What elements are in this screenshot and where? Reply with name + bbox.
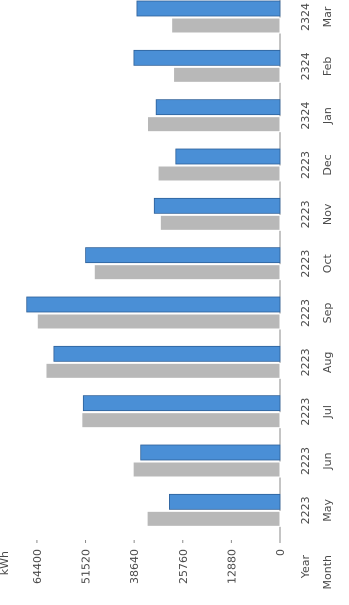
month-label: May — [321, 498, 334, 521]
bar-previous — [36, 313, 281, 330]
month-label: Feb — [321, 57, 334, 76]
year-label: 2223 — [299, 447, 312, 475]
bar-previous — [157, 165, 281, 182]
bar-current — [136, 0, 281, 17]
bar-current — [53, 345, 281, 362]
bar-previous — [93, 264, 281, 281]
bar-previous — [159, 214, 281, 231]
bar-current — [82, 395, 281, 412]
bar-previous — [132, 461, 281, 478]
bar-previous — [45, 362, 281, 379]
bar-current — [26, 296, 281, 313]
bar-previous — [147, 116, 281, 133]
month-label: Nov — [321, 203, 334, 225]
month-label: Jul — [321, 405, 334, 419]
month-label: Mar — [321, 6, 334, 27]
year-label: 2223 — [299, 496, 312, 524]
year-label: 2223 — [299, 398, 312, 426]
bar-current — [85, 247, 281, 264]
month-label: Aug — [321, 352, 334, 373]
tick-label: 25760 — [177, 549, 190, 584]
bar-current — [140, 444, 281, 461]
tick-label: 64400 — [31, 549, 44, 584]
year-label: 2324 — [299, 52, 312, 80]
category-labels: 2223 May 2223 Jun 2223 Jul 2223 Aug 2223 Sep 2223 O… — [299, 3, 334, 524]
year-label: 2324 — [299, 102, 312, 130]
unit-label: kWh — [0, 551, 11, 575]
tick-label: 0 — [274, 549, 287, 556]
tick-label: 38640 — [128, 549, 141, 584]
bars-group — [26, 0, 281, 527]
bar-current — [175, 148, 281, 165]
year-label: 2223 — [299, 348, 312, 376]
month-label: Sep — [321, 303, 334, 324]
tick-label: 12880 — [225, 549, 238, 584]
bar-current — [155, 99, 281, 116]
month-label: Jan — [321, 107, 334, 125]
year-label: 2223 — [299, 151, 312, 179]
bar-current — [133, 49, 281, 66]
year-row-label: Year — [299, 555, 312, 580]
bar-previous — [171, 17, 281, 34]
year-label: 2223 — [299, 250, 312, 278]
month-row-label: Month — [321, 555, 334, 590]
month-label: Oct — [321, 253, 334, 273]
bar-previous — [173, 66, 281, 83]
year-label: 2324 — [299, 3, 312, 31]
bar-previous — [146, 510, 281, 527]
month-label: Jun — [321, 452, 334, 470]
year-label: 2223 — [299, 200, 312, 228]
tick-label: 51520 — [80, 549, 93, 584]
value-axis: 0 12880 25760 38640 51520 64400 — [31, 0, 287, 584]
bar-current — [153, 197, 281, 214]
bar-previous — [81, 412, 281, 429]
month-label: Dec — [321, 154, 334, 175]
bar-current — [169, 493, 281, 510]
year-label: 2223 — [299, 299, 312, 327]
